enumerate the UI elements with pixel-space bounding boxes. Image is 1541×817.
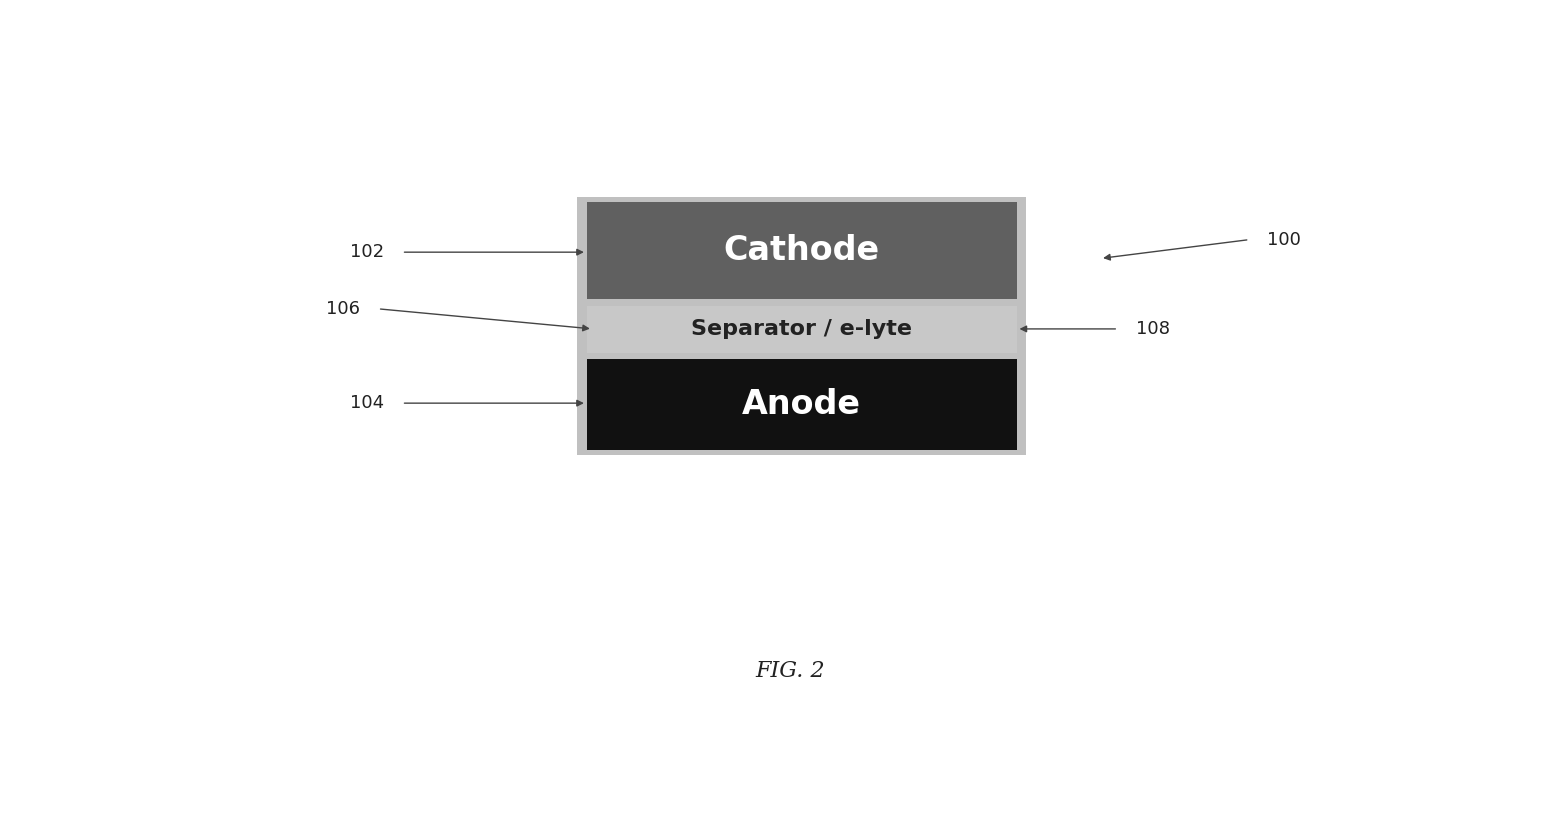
Bar [587, 359, 1017, 450]
Text: FIG. 2: FIG. 2 [755, 659, 824, 681]
Text: Anode: Anode [743, 388, 861, 422]
Text: Separator / e-lyte: Separator / e-lyte [692, 319, 912, 339]
Text: 106: 106 [325, 300, 361, 318]
Text: 100: 100 [1267, 230, 1301, 248]
Text: Cathode: Cathode [724, 234, 880, 267]
Text: 104: 104 [350, 394, 384, 412]
Bar [587, 306, 1017, 353]
Bar [587, 202, 1017, 299]
Bar [578, 197, 1026, 455]
Text: 102: 102 [350, 243, 384, 261]
Text: 108: 108 [1136, 320, 1170, 338]
